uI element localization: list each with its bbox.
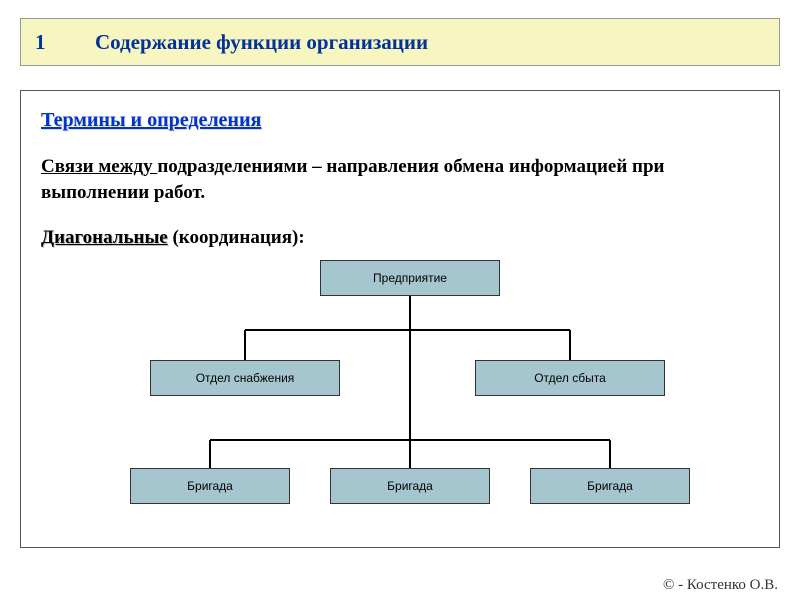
header-title: Содержание функции организации [95, 30, 428, 55]
org-node-root: Предприятие [320, 260, 500, 296]
diagonal-word: Диагональные [41, 227, 168, 248]
header-bar: 1 Содержание функции организации [20, 18, 780, 66]
orgchart: Предприятие Отдел снабжения Отдел сбыта Бри… [0, 260, 800, 548]
org-node-b3: Бригада [530, 468, 690, 504]
para-lead: Связи между [41, 156, 157, 177]
org-node-supply: Отдел снабжения [150, 360, 340, 396]
definition-paragraph: Связи между подразделениями – направлени… [41, 154, 759, 205]
diagonal-suffix: (координация): [168, 227, 305, 248]
subtitle: Термины и определения [41, 109, 759, 132]
header-number: 1 [35, 30, 95, 55]
credit-line: © - Костенко О.В. [663, 577, 778, 594]
org-node-b1: Бригада [130, 468, 290, 504]
org-node-b2: Бригада [330, 468, 490, 504]
diagonal-heading: Диагональные (координация): [41, 227, 759, 249]
org-node-sales: Отдел сбыта [475, 360, 665, 396]
